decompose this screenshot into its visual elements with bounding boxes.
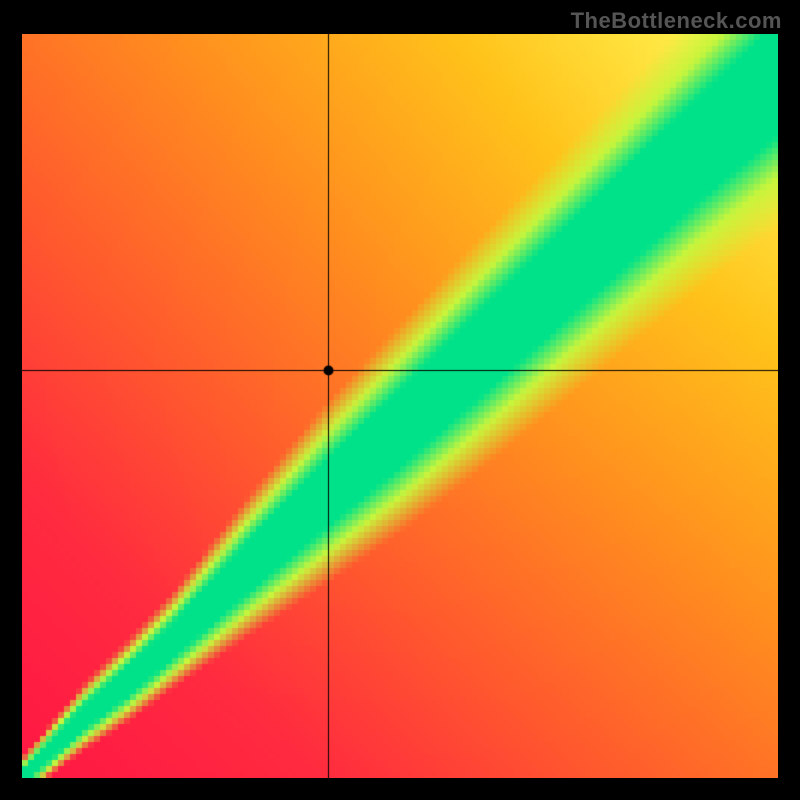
watermark-text: TheBottleneck.com bbox=[571, 8, 782, 34]
bottleneck-heatmap bbox=[22, 34, 778, 778]
